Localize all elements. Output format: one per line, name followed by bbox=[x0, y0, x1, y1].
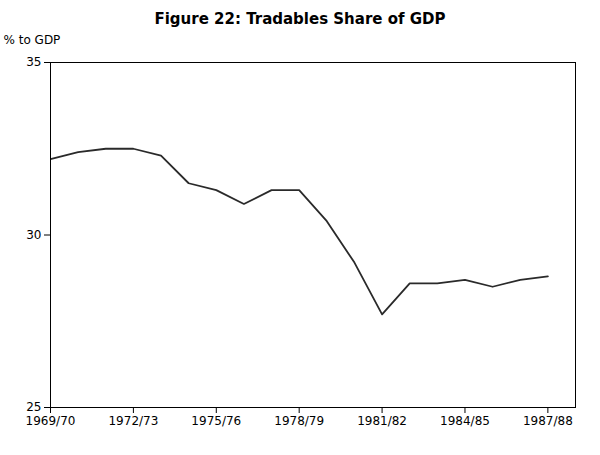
svg-text:% to GDP: % to GDP bbox=[4, 33, 61, 47]
svg-text:1969/70: 1969/70 bbox=[26, 414, 76, 428]
svg-text:1981/82: 1981/82 bbox=[357, 414, 407, 428]
svg-text:35: 35 bbox=[26, 55, 41, 69]
svg-text:1978/79: 1978/79 bbox=[274, 414, 324, 428]
html-text:Figure 22: Tradables Share of: Figure 22: Tradables Share of GDP bbox=[154, 10, 446, 28]
svg-text:1972/73: 1972/73 bbox=[108, 414, 158, 428]
svg-text:30: 30 bbox=[26, 228, 41, 242]
svg-text:1975/76: 1975/76 bbox=[191, 414, 241, 428]
svg-text:1987/88: 1987/88 bbox=[523, 414, 573, 428]
svg-text:1984/85: 1984/85 bbox=[440, 414, 490, 428]
svg-text:25: 25 bbox=[26, 400, 41, 414]
